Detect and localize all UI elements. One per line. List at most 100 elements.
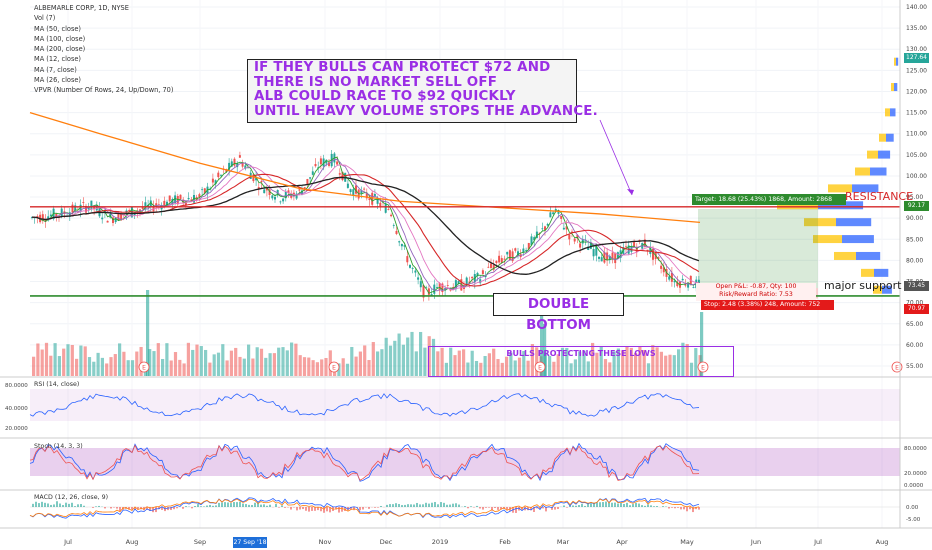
- rsi-label: RSI (14, close): [34, 381, 80, 388]
- rsi-tick: 20.0000: [5, 426, 28, 432]
- macd-histogram-bar: [425, 502, 427, 507]
- resistance-label[interactable]: RESISTANCE: [845, 190, 914, 203]
- volume-bar: [380, 349, 384, 376]
- volume-bar: [625, 346, 629, 376]
- candle-body: [274, 196, 276, 200]
- bulls-protecting-box[interactable]: BULLS PROTECTING THESE LOWS: [428, 346, 734, 377]
- volume-bar: [466, 362, 470, 376]
- candle-body: [360, 190, 363, 194]
- candle-body: [379, 202, 382, 207]
- volume-bar: [616, 348, 620, 376]
- candle-body: [395, 230, 398, 234]
- macd-histogram-bar: [41, 501, 43, 507]
- stoch-label: Stoch (14, 3, 3): [34, 443, 83, 450]
- candle-body: [352, 189, 355, 196]
- candle-body: [257, 187, 260, 190]
- candle-body: [336, 161, 339, 165]
- legend-item[interactable]: MA (12, close): [34, 55, 82, 64]
- macd-histogram-bar: [605, 501, 607, 507]
- candle-body: [387, 209, 390, 210]
- vpvr-down: [804, 218, 836, 227]
- candle-body: [611, 252, 614, 260]
- candle-body: [279, 201, 282, 203]
- legend-item[interactable]: MA (100, close): [34, 34, 86, 43]
- volume-bar: [612, 351, 616, 376]
- candle-body: [155, 203, 158, 207]
- volume-spike: [543, 324, 547, 376]
- volume-bar: [32, 356, 36, 376]
- macd-histogram-bar: [614, 502, 616, 507]
- price-tick: 70.00: [906, 300, 923, 307]
- volume-bar: [53, 343, 57, 376]
- time-label: Jul: [813, 538, 822, 546]
- macd-histogram-bar: [533, 507, 535, 512]
- volume-bar: [66, 344, 70, 376]
- candle-body: [409, 264, 411, 268]
- macd-histogram-bar: [116, 507, 118, 509]
- volume-bar: [100, 357, 104, 376]
- macd-histogram-bar: [446, 504, 448, 507]
- macd-signal-line: [29, 498, 700, 518]
- vpvr-up: [852, 184, 879, 193]
- candle-body: [441, 283, 444, 293]
- candle-body: [417, 277, 420, 280]
- major-support-label[interactable]: major support: [824, 279, 902, 292]
- macd-histogram-bar: [443, 502, 445, 507]
- volume-bar: [552, 361, 556, 376]
- macd-histogram-bar: [401, 505, 403, 507]
- double-bottom-label[interactable]: DOUBLE BOTTOM: [493, 293, 624, 333]
- vpvr-down: [777, 201, 818, 210]
- volume-profile: [777, 57, 899, 294]
- volume-bar: [646, 363, 651, 376]
- vpvr-down: [828, 184, 852, 193]
- price-tick: 95.00: [906, 194, 923, 201]
- candle-body: [174, 195, 177, 204]
- candle-body: [233, 158, 236, 166]
- legend-item[interactable]: Vol (7): [34, 14, 56, 23]
- volume-bar: [573, 359, 577, 376]
- volume-bar: [152, 351, 156, 376]
- legend-item[interactable]: MA (200, close): [34, 45, 86, 54]
- macd-histogram-bar: [296, 507, 298, 511]
- volume-bar: [130, 360, 135, 376]
- volume-bar: [156, 343, 160, 376]
- callout-line: IF THEY BULLS CAN PROTECT $72 AND: [254, 60, 551, 75]
- volume-bar: [272, 353, 276, 376]
- volume-bar: [178, 359, 182, 376]
- candle-body: [298, 189, 301, 191]
- legend-item[interactable]: VPVR (Number Of Rows, 24, Up/Down, 70): [34, 86, 174, 95]
- volume-bar: [36, 343, 40, 376]
- volume-bar: [638, 346, 642, 376]
- macd-histogram-bar: [149, 507, 151, 511]
- volume-bar: [535, 347, 539, 376]
- time-label: Dec: [380, 538, 393, 546]
- candle-body: [287, 190, 290, 194]
- candle-body: [190, 199, 193, 202]
- candle-body: [198, 194, 201, 198]
- analysis-callout[interactable]: IF THEY BULLS CAN PROTECT $72 AND THERE …: [247, 59, 598, 123]
- candle-body: [282, 198, 285, 202]
- candle-body: [133, 213, 136, 216]
- candle-body: [114, 218, 117, 223]
- legend-item[interactable]: MA (7, close): [34, 65, 77, 74]
- macd-histogram-bar: [338, 507, 340, 513]
- macd-histogram-bar: [215, 505, 217, 507]
- candle-body: [295, 193, 298, 199]
- macd-histogram-bar: [686, 507, 688, 512]
- legend-item[interactable]: MA (50, close): [34, 24, 82, 33]
- candle-body: [260, 180, 263, 183]
- candle-body: [368, 198, 371, 201]
- legend-item[interactable]: MA (26, close): [34, 76, 82, 85]
- volume-bar: [595, 352, 599, 376]
- volume-bar: [44, 342, 49, 376]
- macd-histogram-bar: [653, 506, 655, 507]
- vpvr-up: [894, 83, 898, 92]
- pnl-label: Open P&L: -0.87, Qty: 100 Risk/Reward Ra…: [696, 283, 816, 301]
- macd-histogram-bar: [497, 507, 499, 510]
- candle-body: [625, 246, 627, 248]
- macd-histogram-bar: [242, 503, 244, 507]
- macd-histogram-bar: [212, 505, 214, 507]
- candle-body: [203, 188, 206, 194]
- macd-histogram-bar: [323, 507, 325, 513]
